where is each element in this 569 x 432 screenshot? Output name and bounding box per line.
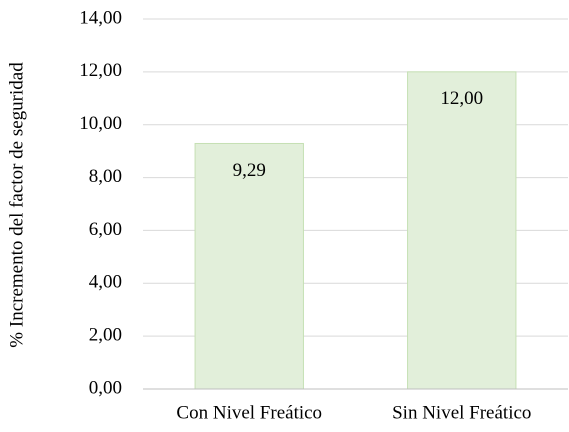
y-tick-label: 6,00 (89, 219, 122, 240)
x-tick-label: Sin Nivel Freático (392, 402, 531, 423)
y-tick-label: 10,00 (79, 113, 122, 134)
bar (194, 142, 304, 390)
data-label: 9,29 (233, 160, 266, 181)
bar (407, 71, 517, 390)
y-tick-label: 12,00 (79, 60, 122, 81)
y-tick-label: 2,00 (89, 325, 122, 346)
y-tick-label: 0,00 (89, 377, 122, 398)
y-tick-label: 14,00 (79, 7, 122, 28)
y-tick-label: 8,00 (89, 166, 122, 187)
y-axis-label: % Incremento del factor de seguridad (6, 62, 27, 348)
x-tick-label: Con Nivel Freático (176, 402, 322, 423)
data-label: 12,00 (440, 88, 483, 109)
y-tick-label: 4,00 (89, 272, 122, 293)
